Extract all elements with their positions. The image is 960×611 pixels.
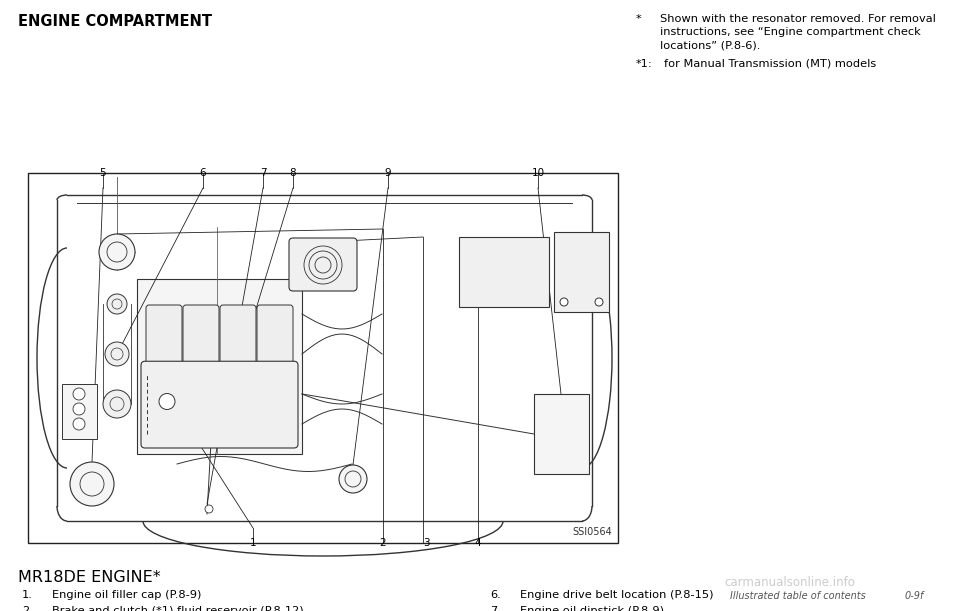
Circle shape: [73, 388, 85, 400]
Circle shape: [595, 298, 603, 306]
Text: Brake and clutch (*1) fluid reservoir (P.8-12): Brake and clutch (*1) fluid reservoir (P…: [52, 606, 303, 611]
Text: 4: 4: [474, 538, 481, 548]
FancyBboxPatch shape: [289, 238, 357, 291]
FancyBboxPatch shape: [183, 305, 219, 366]
Bar: [554, 232, 609, 312]
Text: 3: 3: [422, 538, 429, 548]
Text: 1: 1: [250, 538, 256, 548]
FancyBboxPatch shape: [146, 305, 182, 366]
Bar: [62, 384, 97, 439]
Text: instructions, see “Engine compartment check: instructions, see “Engine compartment ch…: [660, 27, 921, 37]
FancyBboxPatch shape: [220, 305, 256, 366]
Circle shape: [339, 465, 367, 493]
FancyBboxPatch shape: [141, 361, 298, 448]
Text: 6.: 6.: [490, 590, 501, 600]
Text: *1:: *1:: [636, 59, 653, 69]
Text: 2.: 2.: [22, 606, 33, 611]
Text: Engine oil filler cap (P.8-9): Engine oil filler cap (P.8-9): [52, 590, 202, 600]
Bar: [137, 279, 302, 454]
Text: *: *: [636, 14, 641, 24]
Bar: [459, 237, 549, 307]
Circle shape: [103, 390, 131, 418]
Circle shape: [73, 403, 85, 415]
FancyBboxPatch shape: [257, 305, 293, 366]
Text: 2: 2: [380, 538, 386, 548]
Text: ENGINE COMPARTMENT: ENGINE COMPARTMENT: [18, 14, 212, 29]
Text: Shown with the resonator removed. For removal: Shown with the resonator removed. For re…: [660, 14, 936, 24]
Bar: [534, 394, 589, 474]
Text: 1.: 1.: [22, 590, 33, 600]
Text: SSI0564: SSI0564: [572, 527, 612, 537]
Text: 6: 6: [200, 168, 206, 178]
Circle shape: [105, 342, 129, 366]
Text: Engine oil dipstick (P.8-9): Engine oil dipstick (P.8-9): [520, 606, 664, 611]
Circle shape: [205, 505, 213, 513]
Circle shape: [107, 294, 127, 314]
Bar: [28, 173, 618, 543]
Text: MR18DE ENGINE*: MR18DE ENGINE*: [18, 570, 160, 585]
Text: 0-9f: 0-9f: [905, 591, 924, 601]
Text: 7.: 7.: [490, 606, 501, 611]
Text: 7: 7: [260, 168, 266, 178]
Text: 9: 9: [385, 168, 392, 178]
Text: 8: 8: [290, 168, 297, 178]
Circle shape: [73, 418, 85, 430]
Circle shape: [159, 393, 175, 409]
Text: Illustrated table of contents: Illustrated table of contents: [730, 591, 866, 601]
Text: for Manual Transmission (MT) models: for Manual Transmission (MT) models: [664, 59, 876, 69]
Text: locations” (P.8-6).: locations” (P.8-6).: [660, 40, 760, 50]
Text: 5: 5: [100, 168, 107, 178]
Circle shape: [70, 462, 114, 506]
Circle shape: [560, 298, 568, 306]
Text: Engine drive belt location (P.8-15): Engine drive belt location (P.8-15): [520, 590, 713, 600]
Text: carmanualsonline.info: carmanualsonline.info: [725, 576, 855, 589]
Text: 10: 10: [532, 168, 544, 178]
Circle shape: [99, 234, 135, 270]
